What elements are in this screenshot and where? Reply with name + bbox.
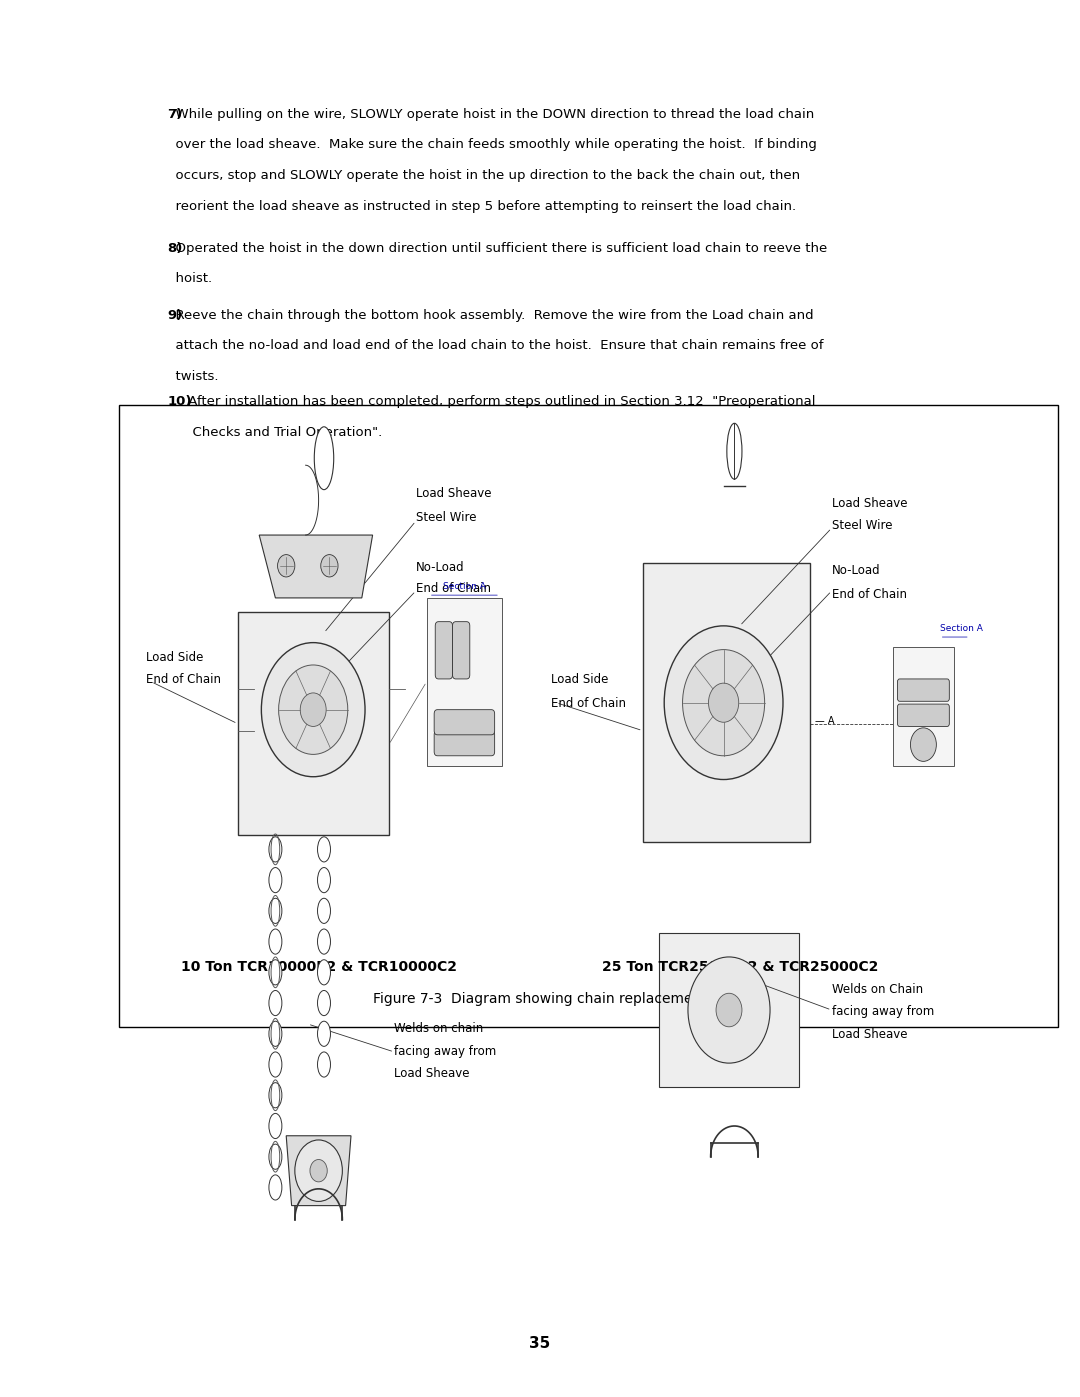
Polygon shape xyxy=(286,1136,351,1206)
Circle shape xyxy=(295,1140,342,1201)
FancyBboxPatch shape xyxy=(453,622,470,679)
Ellipse shape xyxy=(269,960,282,985)
Circle shape xyxy=(279,665,348,754)
Ellipse shape xyxy=(318,1021,330,1046)
Text: Steel Wire: Steel Wire xyxy=(416,511,476,524)
Ellipse shape xyxy=(269,1052,282,1077)
Circle shape xyxy=(664,626,783,780)
FancyBboxPatch shape xyxy=(119,405,1058,1027)
Text: Welds on Chain: Welds on Chain xyxy=(832,983,922,996)
Ellipse shape xyxy=(318,990,330,1016)
Text: Checks and Trial Operation".: Checks and Trial Operation". xyxy=(184,426,382,439)
Text: No-Load: No-Load xyxy=(832,564,880,577)
Ellipse shape xyxy=(269,1175,282,1200)
Text: facing away from: facing away from xyxy=(832,1006,934,1018)
Text: facing away from: facing away from xyxy=(394,1045,497,1058)
Text: Reeve the chain through the bottom hook assembly.  Remove the wire from the Load: Reeve the chain through the bottom hook … xyxy=(167,309,814,321)
Text: 8): 8) xyxy=(167,242,183,254)
Text: 35: 35 xyxy=(529,1337,551,1351)
Circle shape xyxy=(688,957,770,1063)
Text: Section A: Section A xyxy=(940,624,983,633)
Text: Welds on chain: Welds on chain xyxy=(394,1023,484,1035)
FancyBboxPatch shape xyxy=(434,731,495,756)
Text: — A: — A xyxy=(815,715,835,726)
Ellipse shape xyxy=(318,960,330,985)
Ellipse shape xyxy=(269,1144,282,1169)
Polygon shape xyxy=(659,933,799,1087)
Circle shape xyxy=(683,650,765,756)
Circle shape xyxy=(716,993,742,1027)
Ellipse shape xyxy=(269,837,282,862)
Text: End of Chain: End of Chain xyxy=(551,697,625,710)
Text: Load Side: Load Side xyxy=(146,651,203,664)
Text: Load Sheave: Load Sheave xyxy=(394,1067,470,1080)
Text: Figure 7-3  Diagram showing chain replacement: Figure 7-3 Diagram showing chain replace… xyxy=(373,992,707,1006)
Text: While pulling on the wire, SLOWLY operate hoist in the DOWN direction to thread : While pulling on the wire, SLOWLY operat… xyxy=(167,108,814,120)
Circle shape xyxy=(310,1160,327,1182)
Text: Operated the hoist in the down direction until sufficient there is sufficient lo: Operated the hoist in the down direction… xyxy=(167,242,827,254)
FancyBboxPatch shape xyxy=(435,622,453,679)
Ellipse shape xyxy=(269,1113,282,1139)
Text: After installation has been completed, perform steps outlined in Section 3.12  ": After installation has been completed, p… xyxy=(184,395,815,408)
FancyBboxPatch shape xyxy=(427,598,502,766)
Ellipse shape xyxy=(318,837,330,862)
Text: No-Load: No-Load xyxy=(416,562,464,574)
Text: 7): 7) xyxy=(167,108,183,120)
Text: hoist.: hoist. xyxy=(167,272,213,285)
Circle shape xyxy=(261,643,365,777)
Text: End of Chain: End of Chain xyxy=(832,588,906,601)
Text: 10): 10) xyxy=(167,395,192,408)
Text: Section A: Section A xyxy=(443,583,486,591)
Polygon shape xyxy=(643,563,810,842)
Text: reorient the load sheave as instructed in step 5 before attempting to reinsert t: reorient the load sheave as instructed i… xyxy=(167,200,797,212)
Text: twists.: twists. xyxy=(167,370,219,383)
Circle shape xyxy=(321,555,338,577)
FancyBboxPatch shape xyxy=(893,647,954,766)
Text: Load Sheave: Load Sheave xyxy=(832,1028,907,1041)
Circle shape xyxy=(910,728,936,761)
Text: Load Sheave: Load Sheave xyxy=(416,488,491,500)
Text: End of Chain: End of Chain xyxy=(416,583,490,595)
Ellipse shape xyxy=(269,929,282,954)
Ellipse shape xyxy=(269,1021,282,1046)
FancyBboxPatch shape xyxy=(897,679,949,701)
Ellipse shape xyxy=(269,868,282,893)
FancyBboxPatch shape xyxy=(434,710,495,735)
Polygon shape xyxy=(259,535,373,598)
Text: attach the no-load and load end of the load chain to the hoist.  Ensure that cha: attach the no-load and load end of the l… xyxy=(167,339,824,352)
Circle shape xyxy=(278,555,295,577)
Polygon shape xyxy=(238,612,389,835)
Text: End of Chain: End of Chain xyxy=(146,673,220,686)
Ellipse shape xyxy=(318,868,330,893)
FancyBboxPatch shape xyxy=(897,704,949,726)
Ellipse shape xyxy=(269,898,282,923)
Circle shape xyxy=(300,693,326,726)
Text: 10 Ton TCR10000P2 & TCR10000C2: 10 Ton TCR10000P2 & TCR10000C2 xyxy=(180,960,457,974)
Text: occurs, stop and SLOWLY operate the hoist in the up direction to the back the ch: occurs, stop and SLOWLY operate the hois… xyxy=(167,169,800,182)
Text: Load Side: Load Side xyxy=(551,673,608,686)
Ellipse shape xyxy=(727,423,742,479)
Ellipse shape xyxy=(318,898,330,923)
Text: 9): 9) xyxy=(167,309,183,321)
Text: Steel Wire: Steel Wire xyxy=(832,520,892,532)
Ellipse shape xyxy=(269,990,282,1016)
Text: over the load sheave.  Make sure the chain feeds smoothly while operating the ho: over the load sheave. Make sure the chai… xyxy=(167,138,818,151)
Text: 25 Ton TCR25000P2 & TCR25000C2: 25 Ton TCR25000P2 & TCR25000C2 xyxy=(602,960,878,974)
Ellipse shape xyxy=(318,929,330,954)
Circle shape xyxy=(708,683,739,722)
Ellipse shape xyxy=(314,427,334,490)
Ellipse shape xyxy=(318,1052,330,1077)
Ellipse shape xyxy=(269,1083,282,1108)
Text: Load Sheave: Load Sheave xyxy=(832,497,907,510)
